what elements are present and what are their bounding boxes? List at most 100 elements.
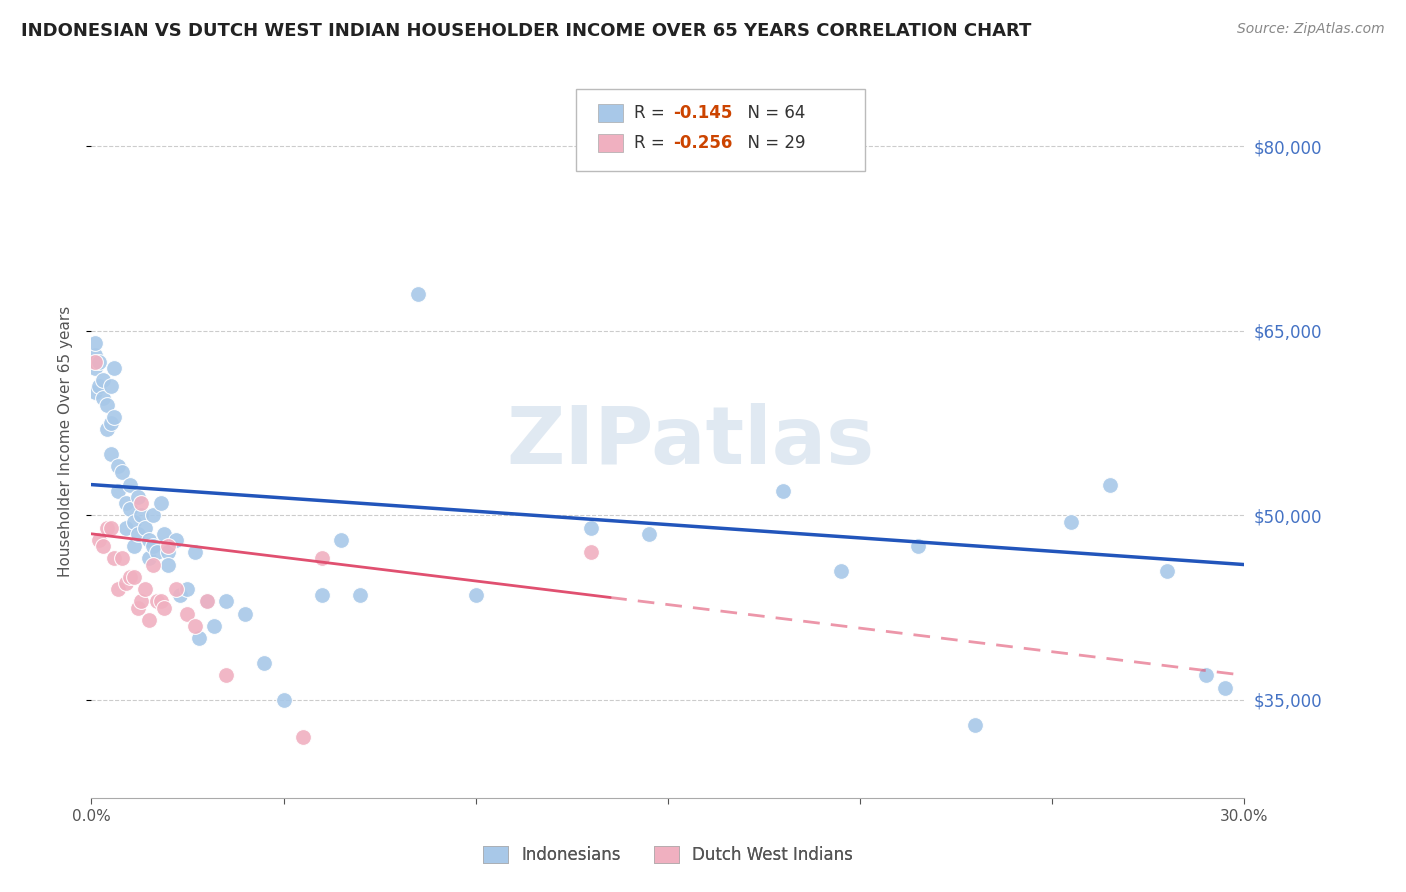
Point (153, 600, 176, 615)
Point (103, 360, 125, 375)
Text: -0.256: -0.256 (673, 134, 733, 152)
Point (157, 545, 180, 559)
Text: R =: R = (634, 134, 671, 152)
Point (1098, 477, 1121, 491)
Legend: Indonesians, Dutch West Indians: Indonesians, Dutch West Indians (474, 838, 862, 872)
Point (115, 496, 138, 510)
Point (107, 483, 129, 498)
Point (330, 533, 353, 547)
Point (100, 521, 122, 535)
Point (157, 539, 180, 553)
Point (87, 533, 110, 547)
Point (142, 508, 165, 523)
Point (100, 416, 122, 430)
Point (1060, 515, 1083, 529)
Point (188, 632, 211, 646)
Point (965, 717, 987, 731)
Point (273, 693, 295, 707)
Point (131, 594, 153, 608)
Point (118, 570, 141, 584)
Point (1213, 681, 1236, 695)
Point (134, 582, 156, 597)
Point (84, 336, 107, 351)
Point (149, 496, 172, 510)
Text: N = 64: N = 64 (737, 104, 806, 122)
Point (184, 619, 207, 633)
Point (91, 539, 114, 553)
Point (100, 447, 122, 461)
Point (122, 515, 145, 529)
Point (115, 521, 138, 535)
Point (142, 558, 165, 572)
Point (84, 360, 107, 375)
Point (176, 607, 198, 621)
Point (195, 594, 218, 608)
Point (111, 551, 134, 566)
Text: R =: R = (634, 104, 671, 122)
Point (311, 551, 333, 566)
Point (103, 551, 125, 566)
Point (215, 594, 238, 608)
Point (1195, 668, 1218, 682)
Point (87, 354, 110, 368)
Point (176, 582, 198, 597)
Point (215, 668, 238, 682)
Point (138, 551, 160, 566)
Point (157, 558, 180, 572)
Point (91, 373, 114, 387)
Point (138, 533, 160, 547)
Point (131, 496, 153, 510)
Y-axis label: Householder Income Over 65 years: Householder Income Over 65 years (58, 306, 73, 577)
Point (291, 730, 314, 744)
Text: Source: ZipAtlas.com: Source: ZipAtlas.com (1237, 22, 1385, 37)
Point (107, 459, 129, 474)
Text: -0.145: -0.145 (673, 104, 733, 122)
Point (349, 588, 371, 602)
Point (96, 398, 118, 412)
Point (131, 508, 153, 523)
Point (145, 545, 167, 559)
Point (127, 600, 149, 615)
Point (253, 656, 276, 670)
Point (195, 594, 218, 608)
Point (118, 502, 141, 516)
Point (165, 582, 187, 597)
Point (118, 477, 141, 491)
Point (100, 379, 122, 393)
Point (464, 588, 486, 602)
Point (96, 422, 118, 436)
Text: N = 29: N = 29 (737, 134, 806, 152)
Point (84, 354, 107, 368)
Point (145, 594, 167, 608)
Point (311, 588, 333, 602)
Point (406, 286, 429, 301)
Point (149, 594, 172, 608)
Point (84, 385, 107, 400)
Point (122, 570, 145, 584)
Point (233, 607, 256, 621)
Point (138, 613, 160, 627)
Point (84, 348, 107, 362)
Point (122, 539, 145, 553)
Point (127, 526, 149, 541)
Point (184, 545, 207, 559)
Point (153, 526, 176, 541)
Point (202, 619, 225, 633)
Point (637, 526, 659, 541)
Point (830, 564, 852, 578)
Text: INDONESIAN VS DUTCH WEST INDIAN HOUSEHOLDER INCOME OVER 65 YEARS CORRELATION CHA: INDONESIAN VS DUTCH WEST INDIAN HOUSEHOL… (21, 22, 1032, 40)
Text: ZIPatlas: ZIPatlas (506, 402, 875, 481)
Point (115, 576, 138, 591)
Point (87, 379, 110, 393)
Point (111, 465, 134, 479)
Point (96, 521, 118, 535)
Point (127, 490, 149, 504)
Point (772, 483, 794, 498)
Point (91, 392, 114, 406)
Point (579, 521, 602, 535)
Point (103, 409, 125, 424)
Point (107, 582, 129, 597)
Point (142, 539, 165, 553)
Point (165, 533, 187, 547)
Point (169, 588, 191, 602)
